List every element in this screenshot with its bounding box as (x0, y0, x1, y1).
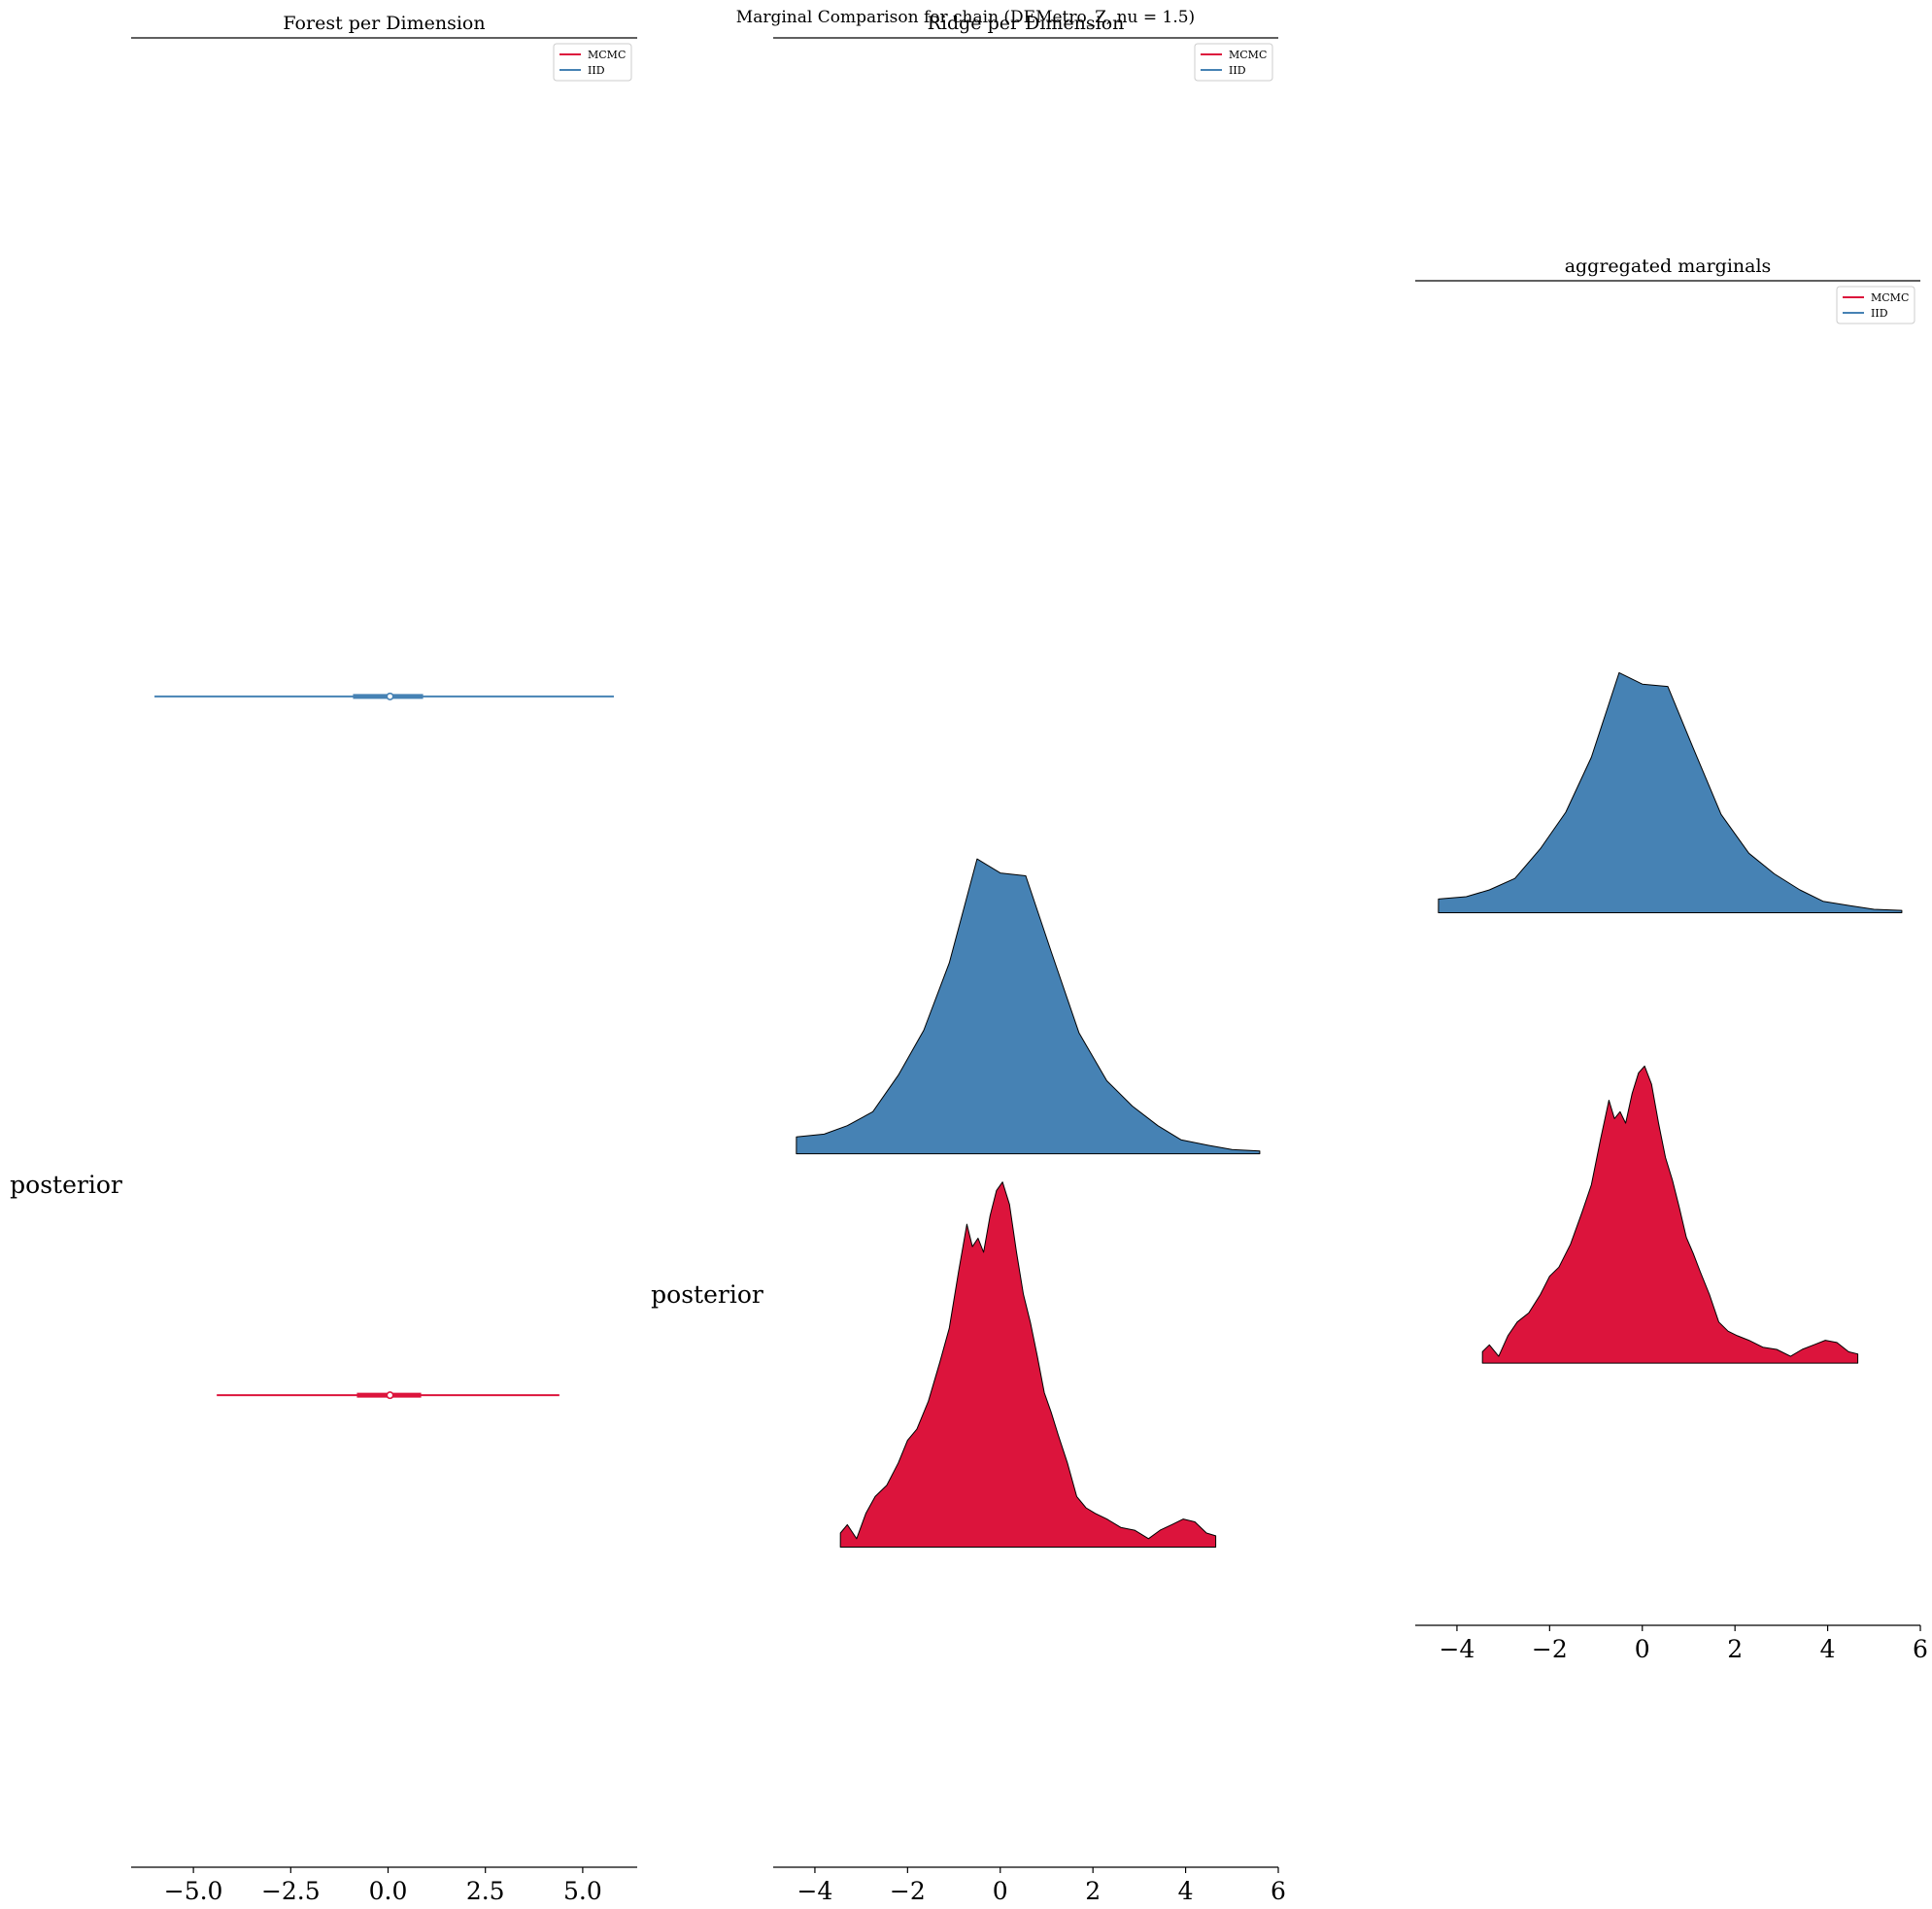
legend-frame (553, 43, 632, 82)
x-tick-label: 0.0 (369, 1877, 408, 1905)
legend: MCMC IID (1194, 43, 1273, 82)
legend-label: MCMC (1871, 291, 1909, 304)
panel-1: Forest per Dimension posterior −5.0 −2.5 0.0… (10, 13, 637, 1905)
forest-point-iid (386, 692, 394, 700)
x-tick-label: 5.0 (563, 1877, 602, 1905)
x-tick-label: 4 (1178, 1877, 1194, 1905)
figure-suptitle: Marginal Comparison for chain (DEMetro_Z… (736, 8, 1195, 27)
x-tick-label: −2 (890, 1877, 926, 1905)
legend: MCMC IID (1836, 286, 1915, 324)
legend-label: IID (588, 64, 605, 77)
panel-2: Ridge per Dimension posterior −4 −2 0 2 4 6 MCMC… (651, 13, 1286, 1905)
legend-label: MCMC (1229, 49, 1267, 61)
x-tick-label: 6 (1913, 1635, 1928, 1663)
x-tick-label: 2 (1085, 1877, 1101, 1905)
x-tick-label: 2.5 (466, 1877, 505, 1905)
forest-point-mcmc (386, 1391, 394, 1400)
x-tick-label: 4 (1820, 1635, 1836, 1663)
panel-title: Ridge per Dimension (928, 13, 1125, 34)
legend-frame (1836, 286, 1915, 324)
x-tick-label: −4 (1440, 1635, 1475, 1663)
ridge-density-iid (796, 858, 1261, 1155)
x-tick-label: −2.5 (261, 1877, 321, 1905)
panel-title: Forest per Dimension (283, 13, 485, 34)
ridge-density-mcmc (1481, 1065, 1859, 1364)
y-axis-label: posterior (651, 1280, 763, 1309)
x-tick-label: 0 (993, 1877, 1008, 1905)
x-tick-label: −2 (1532, 1635, 1568, 1663)
y-axis-label: posterior (10, 1171, 122, 1199)
legend-label: IID (1229, 64, 1246, 77)
panel-title: aggregated marginals (1565, 256, 1772, 277)
panel-3: aggregated marginals −4 −2 0 2 4 6 MCMC IID (1415, 256, 1928, 1663)
legend: MCMC IID (553, 43, 632, 82)
legend-frame (1194, 43, 1273, 82)
legend-label: MCMC (588, 49, 626, 61)
x-tick-label: −4 (797, 1877, 833, 1905)
x-tick-label: 6 (1271, 1877, 1286, 1905)
legend-label: IID (1871, 307, 1888, 320)
x-tick-label: 0 (1635, 1635, 1650, 1663)
x-tick-label: −5.0 (164, 1877, 223, 1905)
ridge-density-mcmc (839, 1181, 1217, 1548)
x-tick-label: 2 (1727, 1635, 1743, 1663)
panels: Forest per Dimension posterior −5.0 −2.5 0.0… (10, 13, 1928, 1905)
ridge-density-iid (1438, 671, 1903, 913)
